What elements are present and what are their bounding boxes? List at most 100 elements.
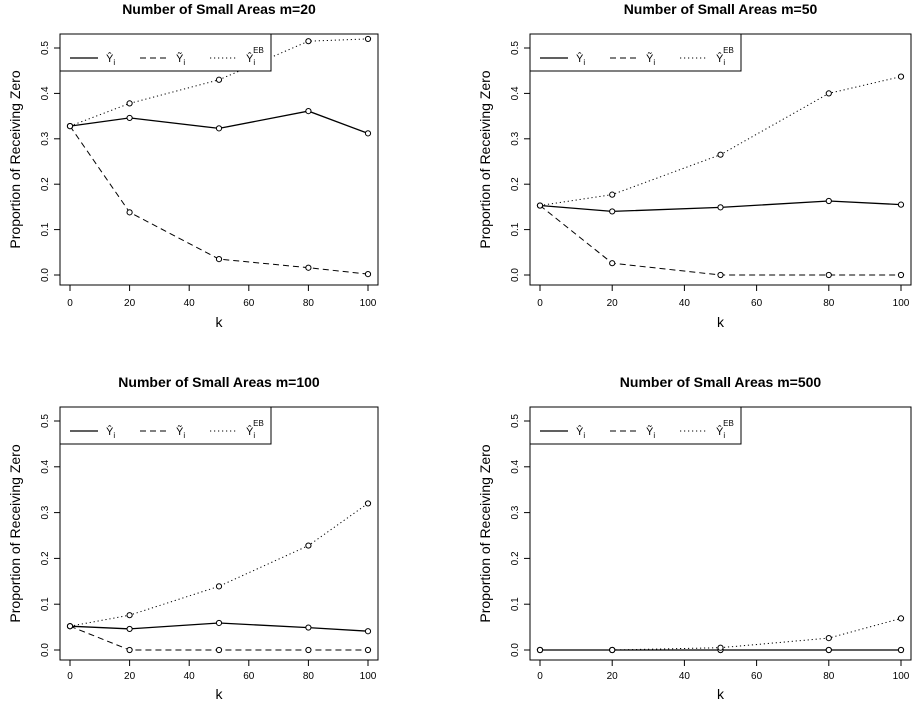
x-tick-label: 100 — [893, 298, 910, 309]
y-tick-label: 0.5 — [510, 41, 521, 55]
x-tick-label: 60 — [751, 298, 763, 309]
data-point — [825, 90, 832, 97]
x-tick-label: 100 — [360, 671, 377, 682]
data-point — [126, 100, 133, 107]
chart-title: Number of Small Areas m=500 — [620, 374, 822, 390]
data-point — [305, 542, 312, 549]
x-tick-label: 20 — [124, 671, 136, 682]
data-point — [897, 201, 905, 208]
chart-panel-2: Number of Small Areas m=50 0 20 40 60 80 100 0.… — [477, 1, 912, 330]
data-point — [717, 644, 724, 651]
y-tick-label: 0.3 — [40, 131, 51, 145]
y-tick-label: 0.4 — [40, 86, 51, 100]
x-tick-label: 80 — [823, 298, 835, 309]
data-point — [305, 38, 312, 45]
y-tick-label: 0.1 — [40, 222, 51, 236]
data-point — [364, 500, 372, 507]
data-point — [825, 197, 832, 205]
y-tick-label: 0.5 — [510, 414, 521, 428]
legend-box — [59, 406, 272, 445]
data-point — [305, 646, 312, 654]
data-point — [364, 628, 372, 635]
y-tick-label: 0.5 — [40, 414, 51, 428]
y-tick-label: 0.0 — [40, 268, 51, 282]
data-point — [66, 623, 74, 630]
legend: Ŷi Ỹi ŶiEB — [529, 33, 742, 72]
chart-panel-4: Number of Small Areas m=500 0 20 40 60 80 100 0… — [477, 374, 912, 702]
legend-label: Ỹi — [176, 425, 185, 440]
data-point — [66, 122, 74, 130]
chart-title: Number of Small Areas m=100 — [118, 374, 320, 390]
data-point — [825, 646, 832, 654]
y-tick-label: 0.2 — [40, 177, 51, 191]
chart-title: Number of Small Areas m=20 — [122, 1, 316, 17]
legend-label: ŶiEB — [716, 46, 734, 67]
y-axis-label: Proportion of Receiving Zero — [7, 444, 23, 622]
y-tick-label: 0.3 — [510, 505, 521, 519]
y-tick-label: 0.2 — [510, 551, 521, 565]
y-tick-label: 0.4 — [40, 459, 51, 473]
data-point — [215, 646, 223, 654]
y-tick-label: 0.1 — [510, 222, 521, 236]
x-tick-label: 60 — [243, 671, 255, 682]
y-tick-label: 0.3 — [510, 131, 521, 145]
chart-panel-3: Number of Small Areas m=100 0 20 40 60 80 100 0… — [7, 374, 379, 702]
x-tick-label: 100 — [893, 671, 910, 682]
data-point — [364, 130, 372, 137]
data-point — [717, 151, 724, 158]
data-point — [897, 615, 905, 622]
y-tick-label: 0.2 — [40, 551, 51, 565]
series-line-dashed — [69, 625, 368, 651]
x-axis-label: k — [717, 686, 725, 702]
legend-label: ŶiEB — [246, 419, 264, 440]
x-tick-label: 40 — [184, 671, 196, 682]
data-point — [897, 646, 905, 654]
data-point — [717, 271, 724, 279]
x-axis-label: k — [216, 686, 224, 702]
legend-label: Ỹi — [646, 425, 655, 440]
y-tick-label: 0.0 — [40, 643, 51, 657]
data-point — [305, 624, 312, 631]
legend-box — [59, 33, 272, 72]
data-point — [364, 35, 372, 43]
plot-frame — [529, 33, 912, 286]
series-line-dotted — [539, 76, 902, 206]
legend: Ŷi Ỹi ŶiEB — [529, 406, 742, 445]
legend-label: Ỹi — [176, 52, 185, 67]
x-axis-label: k — [216, 314, 224, 330]
x-tick-label: 60 — [243, 298, 255, 309]
data-point — [305, 264, 312, 271]
x-axis-label: k — [717, 314, 725, 330]
x-tick-label: 40 — [679, 298, 691, 309]
x-tick-label: 0 — [67, 298, 73, 309]
y-tick-label: 0.4 — [510, 86, 521, 100]
y-axis-label: Proportion of Receiving Zero — [477, 70, 493, 248]
y-tick-label: 0.1 — [40, 597, 51, 611]
legend-box — [529, 406, 742, 445]
data-point — [215, 583, 223, 590]
legend-label: Ŷi — [106, 425, 115, 440]
data-point — [609, 208, 616, 215]
data-point — [126, 209, 133, 216]
legend-label: Ŷi — [106, 52, 115, 67]
legend-label: Ŷi — [576, 425, 585, 440]
x-tick-label: 20 — [607, 298, 619, 309]
data-point — [825, 271, 832, 279]
y-tick-label: 0.0 — [510, 643, 521, 657]
plot-frame — [529, 406, 912, 661]
series-line-dashed — [69, 125, 369, 275]
x-tick-label: 80 — [303, 298, 315, 309]
x-tick-label: 40 — [184, 298, 196, 309]
x-tick-label: 60 — [751, 671, 763, 682]
y-tick-label: 0.2 — [510, 177, 521, 191]
x-tick-label: 100 — [360, 298, 377, 309]
data-point — [536, 646, 544, 654]
data-point — [609, 646, 616, 654]
y-tick-label: 0.5 — [40, 41, 51, 55]
y-tick-label: 0.0 — [510, 268, 521, 282]
data-point — [215, 256, 223, 263]
data-point — [215, 76, 223, 83]
chart-title: Number of Small Areas m=50 — [624, 1, 818, 17]
legend-label: ŶiEB — [246, 46, 264, 67]
